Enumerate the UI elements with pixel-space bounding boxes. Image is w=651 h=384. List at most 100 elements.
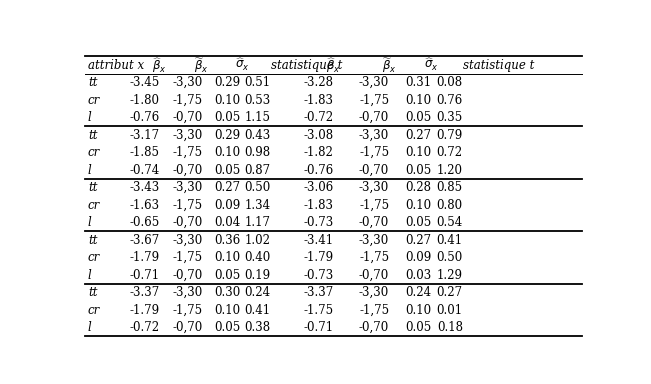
Text: tt: tt [88,76,98,89]
Text: -1,75: -1,75 [173,146,202,159]
Text: -0,70: -0,70 [359,216,389,229]
Text: -1,75: -1,75 [359,251,389,264]
Text: l: l [88,216,92,229]
Text: -1.83: -1.83 [303,199,333,212]
Text: $\widehat{\beta}_x$: $\widehat{\beta}_x$ [326,56,341,74]
Text: -1.63: -1.63 [130,199,159,212]
Text: $\widehat{\sigma}_x$: $\widehat{\sigma}_x$ [234,57,249,73]
Text: -1.82: -1.82 [304,146,333,159]
Text: -0,70: -0,70 [359,321,389,334]
Text: 0.05: 0.05 [405,321,431,334]
Text: -0,70: -0,70 [173,111,202,124]
Text: 0.05: 0.05 [214,321,240,334]
Text: -1,75: -1,75 [173,94,202,107]
Text: -3,30: -3,30 [173,234,202,247]
Text: l: l [88,269,92,282]
Text: attribut x: attribut x [88,59,144,72]
Text: -3.45: -3.45 [130,76,159,89]
Text: -3.43: -3.43 [130,181,159,194]
Text: -1,75: -1,75 [359,94,389,107]
Text: 0.18: 0.18 [437,321,463,334]
Text: -3,30: -3,30 [359,76,389,89]
Text: 0.27: 0.27 [214,181,240,194]
Text: l: l [88,111,92,124]
Text: 0.04: 0.04 [214,216,240,229]
Text: 0.43: 0.43 [244,129,271,142]
Text: l: l [88,164,92,177]
Text: -0,70: -0,70 [359,269,389,282]
Text: $\widehat{\sigma}_x$: $\widehat{\sigma}_x$ [424,57,438,73]
Text: -1.79: -1.79 [130,251,159,264]
Text: $\widetilde{\beta}_x$: $\widetilde{\beta}_x$ [382,56,396,74]
Text: 0.27: 0.27 [437,286,463,299]
Text: -3,30: -3,30 [173,286,202,299]
Text: -1.80: -1.80 [130,94,159,107]
Text: -3.08: -3.08 [303,129,333,142]
Text: $\widehat{\beta}_x$: $\widehat{\beta}_x$ [152,56,167,74]
Text: -0,70: -0,70 [359,111,389,124]
Text: cr: cr [88,251,100,264]
Text: 0.28: 0.28 [405,181,431,194]
Text: -3,30: -3,30 [359,129,389,142]
Text: -0.65: -0.65 [130,216,159,229]
Text: -3.28: -3.28 [303,76,333,89]
Text: -1.85: -1.85 [130,146,159,159]
Text: -0.73: -0.73 [303,269,333,282]
Text: -0.73: -0.73 [303,216,333,229]
Text: -1.83: -1.83 [303,94,333,107]
Text: -1,75: -1,75 [173,199,202,212]
Text: cr: cr [88,94,100,107]
Text: 0.08: 0.08 [437,76,463,89]
Text: 0.24: 0.24 [405,286,431,299]
Text: cr: cr [88,304,100,317]
Text: -1,75: -1,75 [359,199,389,212]
Text: -0.71: -0.71 [130,269,159,282]
Text: 0.30: 0.30 [214,286,240,299]
Text: -0,70: -0,70 [173,216,202,229]
Text: -0,70: -0,70 [173,321,202,334]
Text: -3.67: -3.67 [130,234,159,247]
Text: 0.51: 0.51 [244,76,271,89]
Text: cr: cr [88,199,100,212]
Text: 0.10: 0.10 [405,199,431,212]
Text: 1.29: 1.29 [437,269,463,282]
Text: 1.20: 1.20 [437,164,463,177]
Text: 0.09: 0.09 [405,251,431,264]
Text: 0.27: 0.27 [405,129,431,142]
Text: -3.06: -3.06 [303,181,333,194]
Text: -3,30: -3,30 [173,129,202,142]
Text: 0.29: 0.29 [214,129,240,142]
Text: 1.17: 1.17 [245,216,271,229]
Text: 0.87: 0.87 [244,164,271,177]
Text: 0.10: 0.10 [214,94,240,107]
Text: 0.24: 0.24 [244,286,271,299]
Text: 0.38: 0.38 [244,321,271,334]
Text: -0.71: -0.71 [303,321,333,334]
Text: l: l [88,321,92,334]
Text: 0.50: 0.50 [437,251,463,264]
Text: -0,70: -0,70 [359,164,389,177]
Text: $\widetilde{\beta}_x$: $\widetilde{\beta}_x$ [193,56,208,74]
Text: 0.05: 0.05 [405,164,431,177]
Text: -3.17: -3.17 [130,129,159,142]
Text: 0.10: 0.10 [214,304,240,317]
Text: 0.79: 0.79 [437,129,463,142]
Text: 0.80: 0.80 [437,199,463,212]
Text: -0.76: -0.76 [303,164,333,177]
Text: 0.29: 0.29 [214,76,240,89]
Text: -3,30: -3,30 [359,286,389,299]
Text: statistique t: statistique t [463,59,534,72]
Text: 0.54: 0.54 [437,216,463,229]
Text: -0.76: -0.76 [130,111,159,124]
Text: -0,70: -0,70 [173,269,202,282]
Text: 1.02: 1.02 [245,234,271,247]
Text: 0.31: 0.31 [405,76,431,89]
Text: 0.05: 0.05 [214,111,240,124]
Text: -0.74: -0.74 [130,164,159,177]
Text: 0.10: 0.10 [405,146,431,159]
Text: -1,75: -1,75 [359,304,389,317]
Text: 0.05: 0.05 [214,269,240,282]
Text: 0.10: 0.10 [405,94,431,107]
Text: -0,70: -0,70 [173,164,202,177]
Text: 0.09: 0.09 [214,199,240,212]
